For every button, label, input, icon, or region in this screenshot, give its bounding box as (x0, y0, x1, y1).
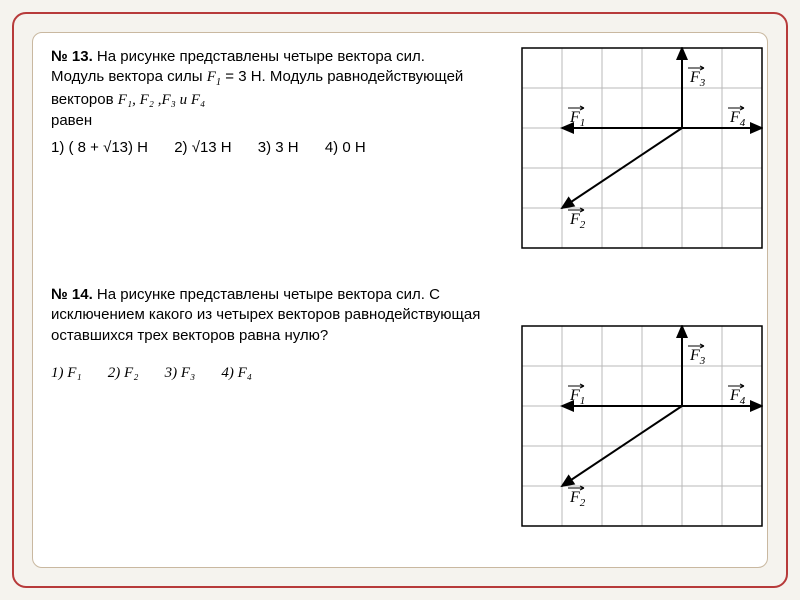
inner-frame: № 13. На рисунке представлены четыре век… (32, 32, 768, 568)
problem-14-text: № 14. На рисунке представлены четыре век… (51, 285, 491, 346)
problem-13-f1: F (207, 69, 216, 85)
diagram-13: F1F2F3F4 (521, 47, 763, 249)
problem-14-opt4: 4) F₄ (221, 365, 252, 381)
problem-13-number: № 13. (51, 48, 93, 65)
problem-14-opt2: 2) F₂ (108, 365, 139, 381)
problem-13-opt3: 3) 3 Н (258, 139, 299, 156)
problem-13: № 13. На рисунке представлены четыре век… (51, 47, 749, 257)
problem-14-opt3: 3) F₃ (165, 365, 196, 381)
problem-13-flist: F₁, F₂ ,F₃ и F₄ (118, 92, 206, 108)
problem-14-opt1: 1) F₁ (51, 365, 82, 381)
problem-13-p3: равен (51, 112, 92, 129)
problem-13-opt1: 1) ( 8 + √13) Н (51, 139, 148, 156)
problem-13-opt4: 4) 0 Н (325, 139, 366, 156)
outer-frame: № 13. На рисунке представлены четыре век… (12, 12, 788, 588)
problem-13-text: № 13. На рисунке представлены четыре век… (51, 47, 481, 131)
problem-14-number: № 14. (51, 286, 93, 303)
problem-14: № 14. На рисунке представлены четыре век… (51, 285, 749, 515)
diagram-14: F1F2F3F4 (521, 325, 763, 527)
problem-13-opt2: 2) √13 Н (174, 139, 231, 156)
problem-14-p1: На рисунке представлены четыре вектора с… (51, 286, 480, 344)
